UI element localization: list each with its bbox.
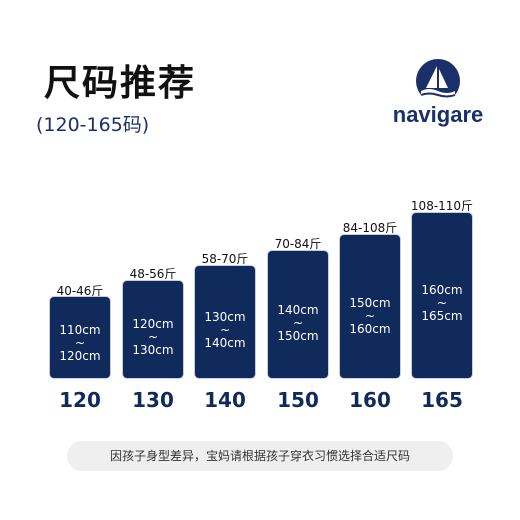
height-max-label: 150cm — [277, 329, 319, 343]
brand-logo: navigare — [390, 58, 486, 130]
height-max-label: 140cm — [204, 336, 246, 350]
height-min-label: 120cm — [132, 317, 174, 331]
sailboat-icon — [416, 59, 460, 104]
size-label: 130 — [132, 388, 174, 412]
height-min-label: 160cm — [421, 283, 463, 297]
size-label: 140 — [204, 388, 246, 412]
height-min-label: 110cm — [59, 323, 101, 337]
height-max-label: 160cm — [349, 322, 391, 336]
size-label: 120 — [59, 388, 101, 412]
size-bar — [50, 297, 110, 378]
height-tilde: ~ — [74, 336, 86, 350]
size-range-subtitle: (120-165码) — [36, 114, 150, 136]
weight-label: 108-110斤 — [410, 199, 474, 213]
size-label: 150 — [277, 388, 319, 412]
weight-label: 40-46斤 — [56, 284, 104, 298]
weight-label: 58-70斤 — [201, 252, 249, 266]
height-max-label: 130cm — [132, 343, 174, 357]
size-bar — [123, 281, 183, 378]
weight-label: 84-108斤 — [342, 221, 398, 235]
height-max-label: 120cm — [59, 349, 101, 363]
fit-note: 因孩子身型差异，宝妈请根据孩子穿衣习惯选择合适尺码 — [67, 441, 453, 471]
brand-name: navigare — [392, 102, 484, 127]
height-min-label: 140cm — [277, 303, 319, 317]
size-bar — [268, 251, 328, 378]
height-tilde: ~ — [292, 316, 304, 330]
weight-label: 70-84斤 — [274, 237, 322, 251]
height-tilde: ~ — [219, 323, 231, 337]
height-tilde: ~ — [436, 296, 448, 310]
page-title: 尺码推荐 — [44, 63, 197, 104]
height-min-label: 130cm — [204, 310, 246, 324]
size-bar — [195, 266, 255, 378]
height-tilde: ~ — [147, 330, 159, 344]
size-label: 160 — [349, 388, 391, 412]
height-max-label: 165cm — [421, 309, 463, 323]
height-tilde: ~ — [364, 309, 376, 323]
weight-label: 48-56斤 — [129, 267, 177, 281]
size-bar — [340, 235, 400, 378]
height-min-label: 150cm — [349, 296, 391, 310]
size-label: 165 — [421, 388, 463, 412]
size-bar — [412, 213, 472, 378]
